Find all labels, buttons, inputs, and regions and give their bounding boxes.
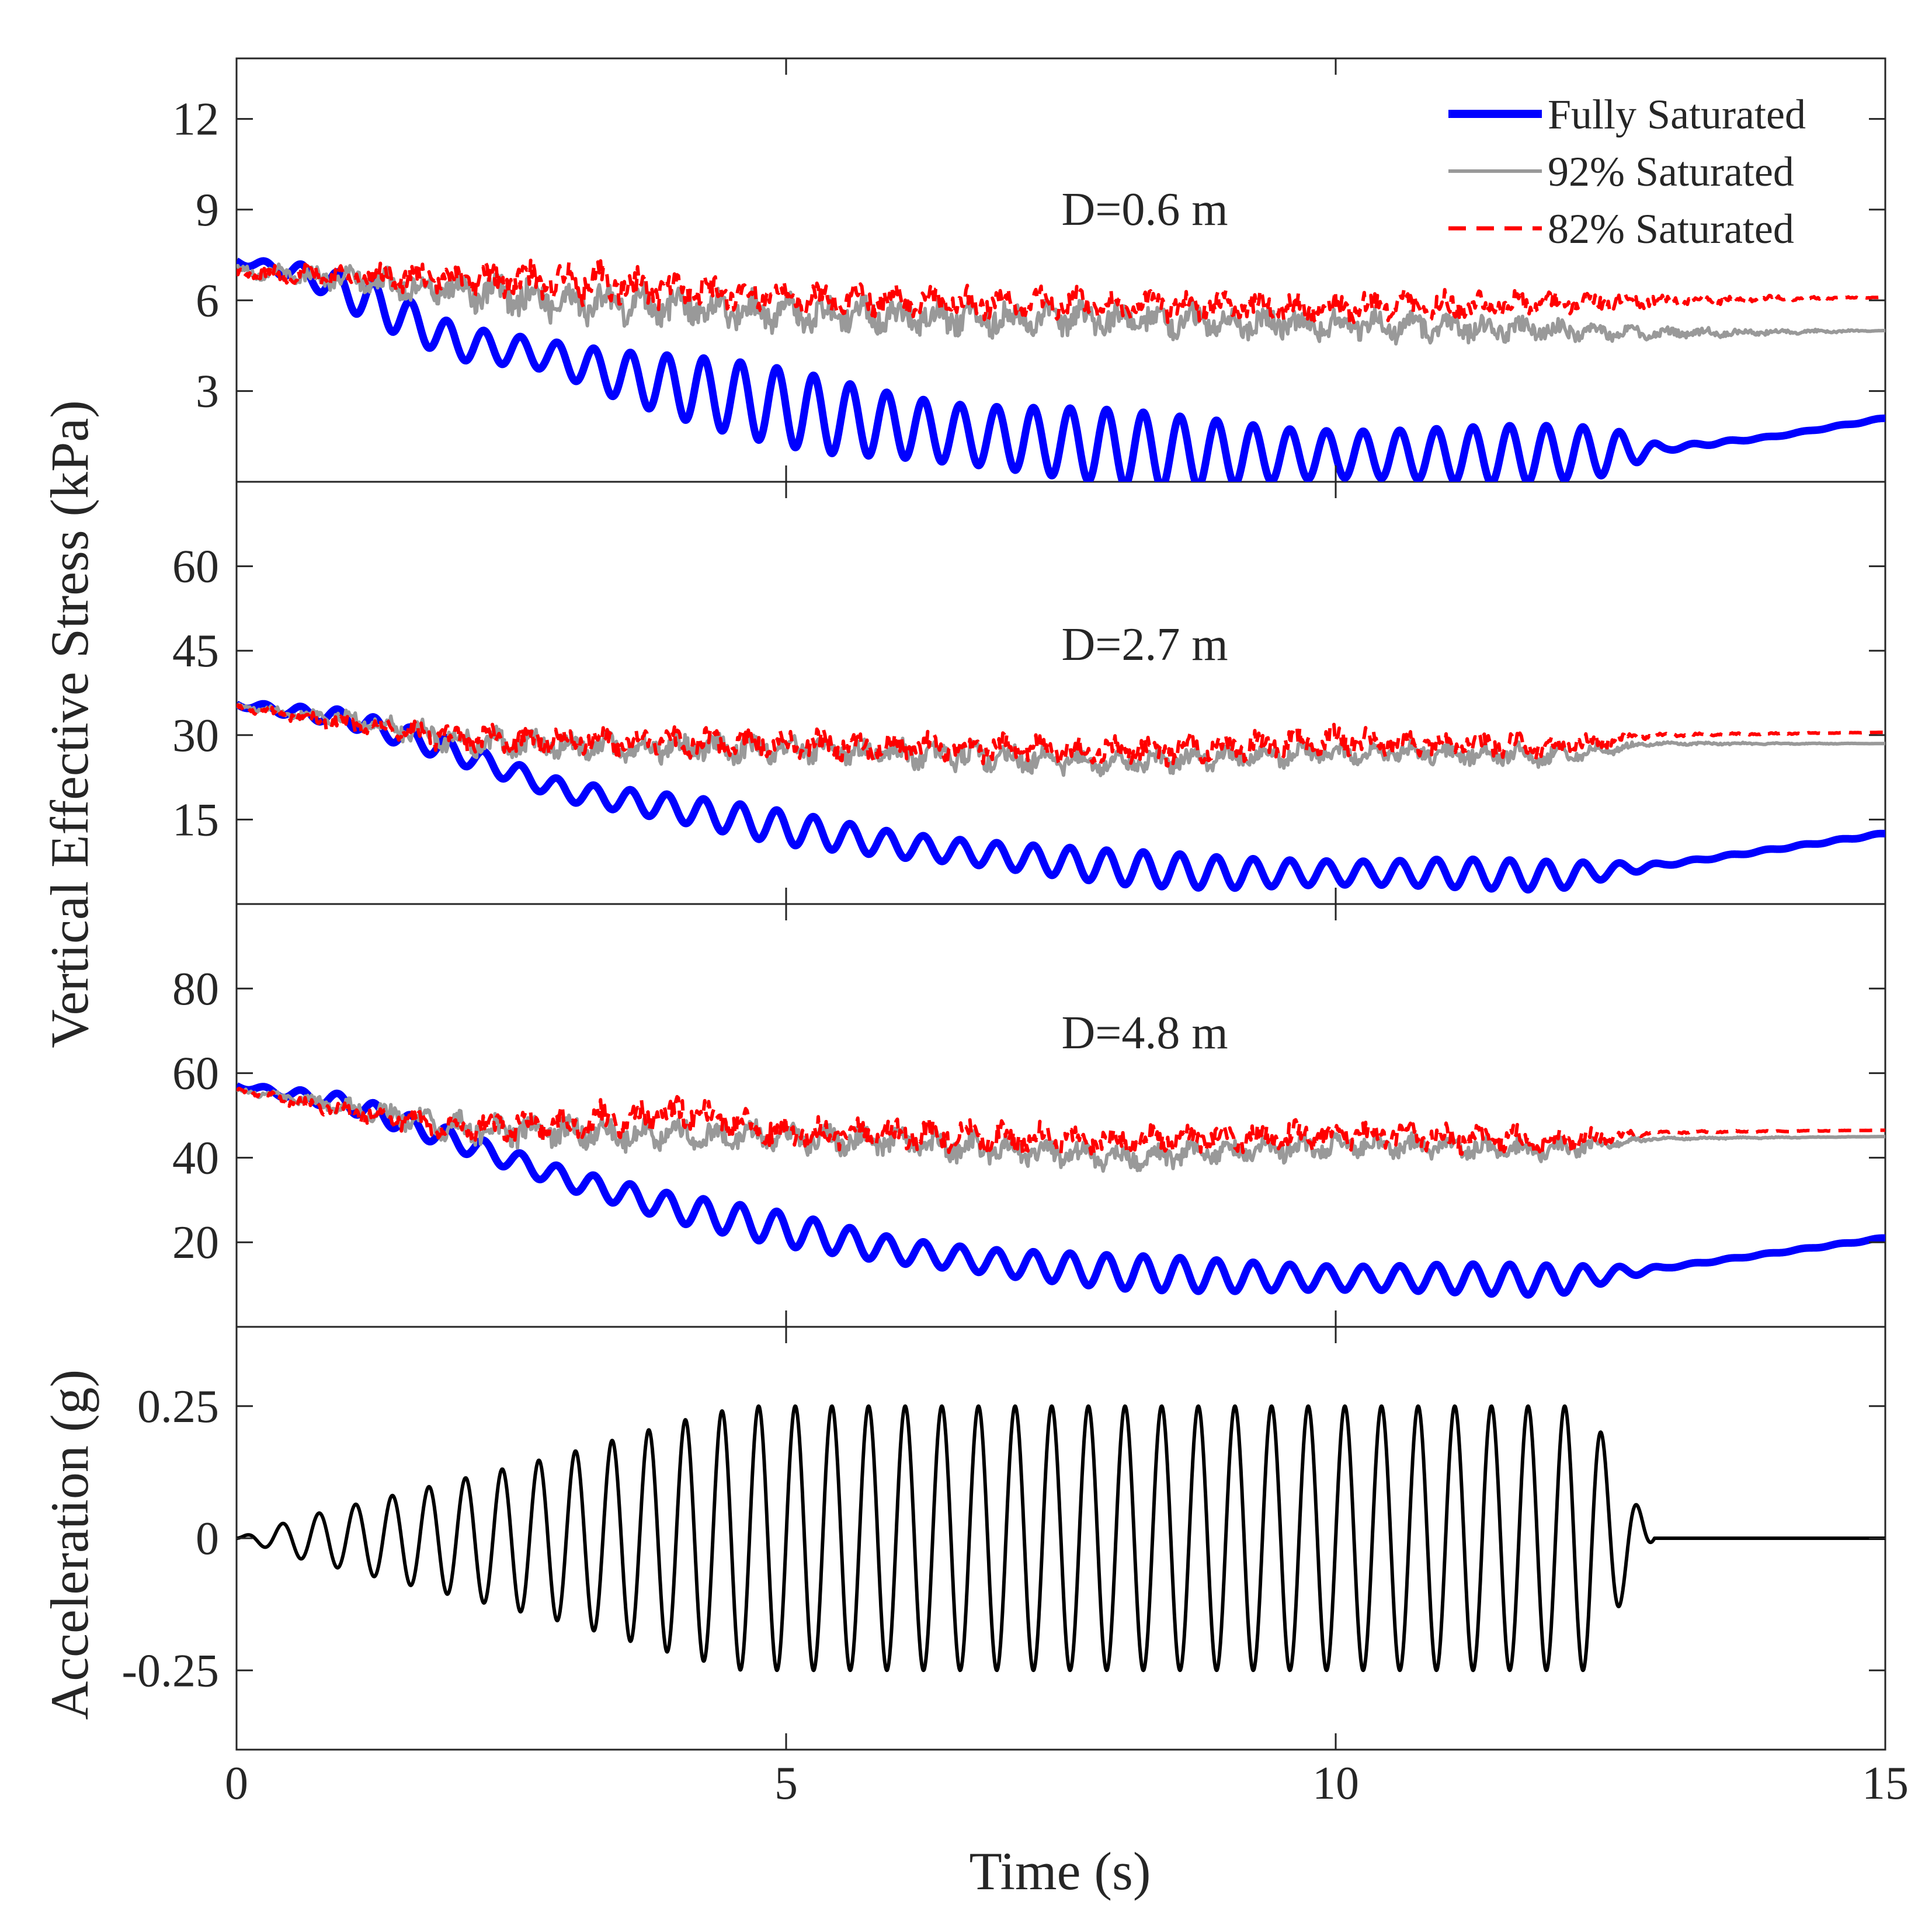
panel-acceleration	[235, 1404, 1887, 1673]
series-fully-saturated	[237, 1082, 1885, 1299]
legend: Fully Saturated 92% Saturated 82% Satura…	[1448, 91, 1806, 252]
legend-label-82-saturated: 82% Saturated	[1548, 206, 1794, 252]
x-tick-label: 10	[1312, 1758, 1359, 1809]
series-input-motion	[235, 1404, 1887, 1673]
y-tick-label: 60	[172, 541, 219, 593]
y-tick-label: 30	[172, 710, 219, 762]
series-92-saturated	[237, 262, 1885, 346]
legend-label-fully-saturated: Fully Saturated	[1548, 91, 1806, 138]
y-tick-label: 0.25	[137, 1381, 219, 1433]
series-92-saturated	[237, 702, 1885, 777]
panel-d-2-7m	[237, 700, 1885, 894]
y-tick-label: 20	[172, 1217, 219, 1268]
y-tick-label: 15	[172, 794, 219, 846]
y-tick-label: 3	[196, 366, 219, 418]
series-fully-saturated	[237, 700, 1885, 894]
panel-d-0-6m	[237, 257, 1885, 482]
acceleration-y-axis-label: Acceleration (g)	[40, 1369, 99, 1720]
annotation-d-0-6m: D=0.6 m	[1061, 184, 1228, 235]
x-tick-label: 5	[774, 1758, 798, 1809]
series-fully-saturated	[237, 257, 1885, 482]
y-tick-label: 60	[172, 1048, 219, 1100]
series-92-saturated	[237, 1087, 1885, 1173]
panel-d-4-8m	[237, 1082, 1885, 1299]
y-tick-label: 45	[172, 625, 219, 677]
stress-y-axis-label: Vertical Effective Stress (kPa)	[40, 400, 99, 1048]
y-tick-label: 9	[196, 185, 219, 236]
x-axis-label: Time (s)	[970, 1841, 1151, 1901]
y-tick-label: 6	[196, 275, 219, 326]
y-tick-label: 40	[172, 1132, 219, 1184]
x-tick-label: 15	[1862, 1758, 1909, 1809]
annotation-d-4-8m: D=4.8 m	[1061, 1007, 1228, 1059]
y-tick-label: 0	[196, 1513, 219, 1565]
y-tick-label: 12	[172, 94, 219, 145]
annotation-d-2-7m: D=2.7 m	[1061, 619, 1228, 670]
series-82-saturated	[237, 703, 1885, 768]
y-tick-label: -0.25	[121, 1645, 219, 1696]
y-tick-label: 80	[172, 964, 219, 1015]
x-tick-label: 0	[225, 1758, 248, 1809]
legend-label-92-saturated: 92% Saturated	[1548, 148, 1794, 195]
series-82-saturated	[237, 1086, 1885, 1156]
